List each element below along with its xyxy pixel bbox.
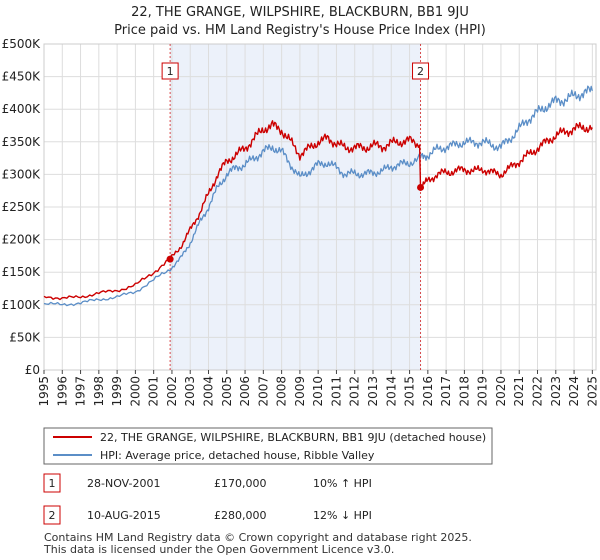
x-tick-label: 2013 <box>366 376 380 407</box>
plot-frame <box>43 43 597 371</box>
x-tick-label: 2001 <box>147 376 161 407</box>
row-date: 10-AUG-2015 <box>87 509 161 522</box>
y-tick-label: £150K <box>2 265 42 279</box>
x-tick-label: 2021 <box>512 376 526 407</box>
sale-point <box>166 255 174 263</box>
row-hpi-delta: 10% ↑ HPI <box>313 477 372 490</box>
transaction-row: 2 10-AUG-2015 £280,000 12% ↓ HPI <box>43 505 372 525</box>
footer-copyright: Contains HM Land Registry data © Crown c… <box>44 531 472 544</box>
x-tick-label: 2002 <box>165 376 179 407</box>
x-tick-label: 2025 <box>585 376 599 407</box>
series-lines <box>43 85 593 307</box>
sale-point <box>417 183 425 191</box>
legend-box <box>43 427 493 465</box>
x-tick-label: 2022 <box>531 376 545 407</box>
x-axis-ticks: 1995 1996 1997 1998 1999 2000 2001 2002 2003 2004… <box>37 370 599 407</box>
x-tick-label: 2015 <box>403 376 417 407</box>
y-tick-label: £250K <box>2 200 42 214</box>
chart-subtitle: Price paid vs. HM Land Registry's House … <box>114 23 486 38</box>
y-tick-label: £100K <box>2 298 42 312</box>
chart-title: 22, THE GRANGE, WILPSHIRE, BLACKBURN, BB… <box>131 5 469 20</box>
y-tick-label: £0 <box>25 363 40 377</box>
sale-label-box <box>161 62 179 80</box>
x-tick-label: 1998 <box>92 376 106 407</box>
y-tick-label: £400K <box>2 102 42 116</box>
row-marker-box <box>43 473 61 493</box>
x-tick-label: 1997 <box>74 376 88 407</box>
x-tick-label: 2016 <box>421 376 435 407</box>
x-tick-label: 2011 <box>329 376 343 407</box>
x-tick-label: 2018 <box>457 376 471 407</box>
legend-hpi-label: HPI: Average price, detached house, Ribb… <box>100 449 375 462</box>
y-axis-ticks: £0 £50K £100K £150K £200K £250K £300K £350K £400… <box>2 37 42 377</box>
x-tick-label: 2019 <box>476 376 490 407</box>
x-tick-label: 2009 <box>293 376 307 407</box>
x-tick-label: 1995 <box>37 376 51 407</box>
x-tick-label: 2010 <box>311 376 325 407</box>
x-tick-label: 1996 <box>55 376 69 407</box>
x-tick-label: 2012 <box>348 376 362 407</box>
y-tick-label: £450K <box>2 70 42 84</box>
transaction-row: 1 28-NOV-2001 £170,000 10% ↑ HPI <box>43 473 372 493</box>
x-tick-label: 2008 <box>275 376 289 407</box>
sale-label-box <box>412 62 430 80</box>
x-tick-label: 2014 <box>384 376 398 407</box>
row-index: 2 <box>49 509 56 522</box>
legend: 22, THE GRANGE, WILPSHIRE, BLACKBURN, BB… <box>43 427 493 465</box>
footer-license: This data is licensed under the Open Gov… <box>43 543 394 556</box>
y-tick-label: £350K <box>2 135 42 149</box>
x-tick-label: 2005 <box>220 376 234 407</box>
y-tick-label: £300K <box>2 167 42 181</box>
row-price: £170,000 <box>214 477 267 490</box>
x-tick-label: 2024 <box>567 376 581 407</box>
y-tick-label: £50K <box>9 330 41 344</box>
x-tick-label: 2023 <box>549 376 563 407</box>
x-tick-label: 2007 <box>256 376 270 407</box>
price-paid-line <box>43 120 593 301</box>
sale-label: 1 <box>167 65 174 78</box>
x-tick-label: 2000 <box>128 376 142 407</box>
row-date: 28-NOV-2001 <box>87 477 161 490</box>
y-tick-label: £500K <box>2 37 42 51</box>
x-tick-label: 2003 <box>183 376 197 407</box>
row-index: 1 <box>49 477 56 490</box>
legend-price-label: 22, THE GRANGE, WILPSHIRE, BLACKBURN, BB… <box>100 431 486 444</box>
hpi-line <box>43 85 593 307</box>
x-tick-label: 2020 <box>494 376 508 407</box>
x-tick-label: 2017 <box>439 376 453 407</box>
y-tick-label: £200K <box>2 233 42 247</box>
x-tick-label: 2004 <box>202 376 216 407</box>
sale-label: 2 <box>417 65 424 78</box>
x-tick-label: 1999 <box>110 376 124 407</box>
x-tick-label: 2006 <box>238 376 252 407</box>
transactions-table: 1 28-NOV-2001 £170,000 10% ↑ HPI 2 10-AU… <box>43 473 372 525</box>
row-hpi-delta: 12% ↓ HPI <box>313 509 372 522</box>
row-marker-box <box>43 505 61 525</box>
row-price: £280,000 <box>214 509 267 522</box>
